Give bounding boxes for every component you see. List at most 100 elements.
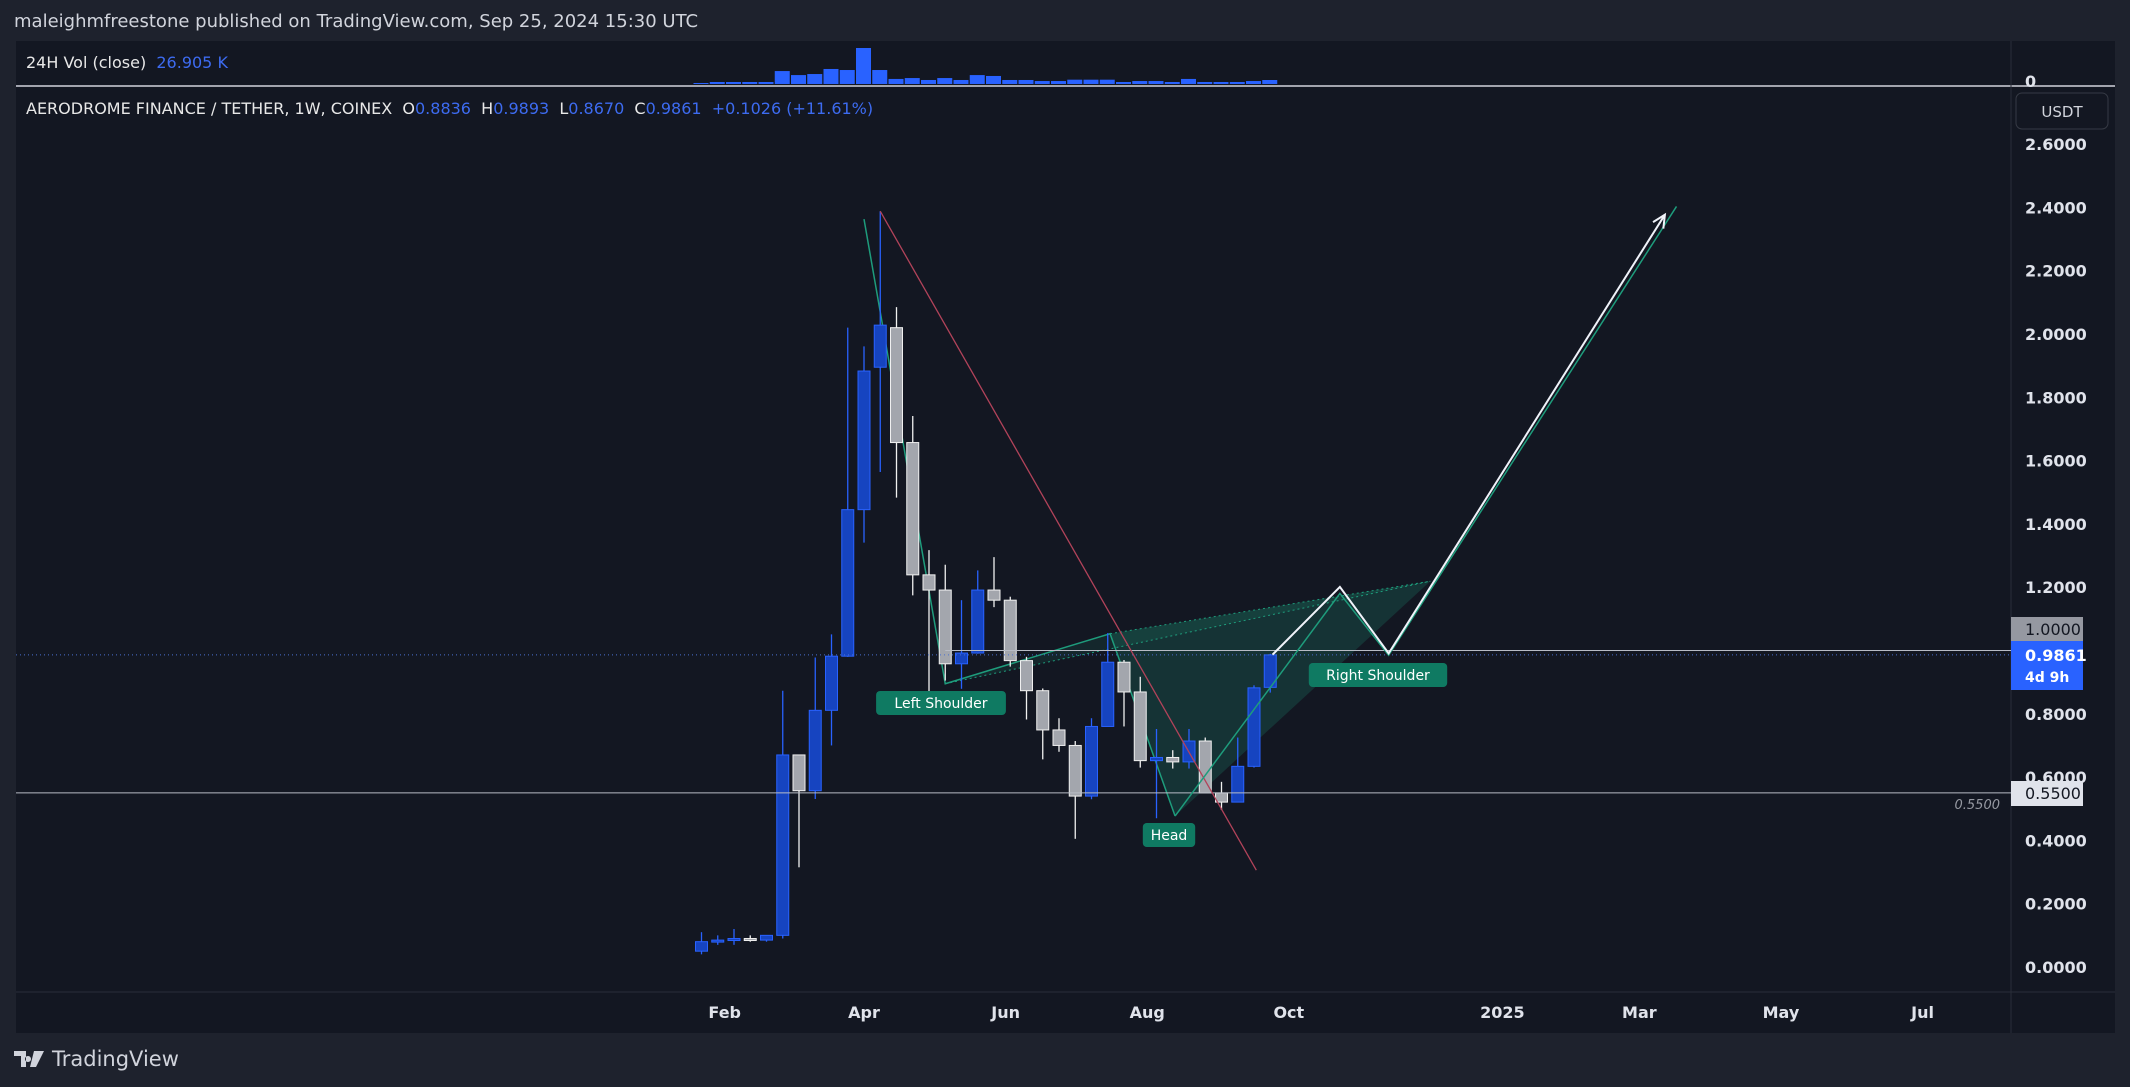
price-tick-label: 0.4000 <box>2025 831 2087 850</box>
price-tick-label: 1.2000 <box>2025 578 2087 597</box>
candle-body <box>1150 756 1163 762</box>
price-tick-label: 0.0000 <box>2025 958 2087 977</box>
left-shoulder-label: Left Shoulder <box>876 691 1006 715</box>
candle <box>1117 659 1131 727</box>
symbol-title[interactable]: AERODROME FINANCE / TETHER, 1W, COINEX <box>26 99 393 118</box>
candle <box>776 690 790 939</box>
candle-body <box>695 941 708 952</box>
candle <box>1003 596 1017 667</box>
candle-body <box>711 939 725 943</box>
volume-bar <box>856 48 871 84</box>
volume-bar <box>1067 79 1083 84</box>
close-label: C <box>634 99 646 118</box>
candle <box>727 929 741 945</box>
candle-body <box>1020 660 1033 692</box>
volume-bar <box>1229 82 1245 84</box>
volume-bar <box>1164 82 1180 84</box>
volume-bar <box>937 78 953 84</box>
volume-zero-label: 0 <box>2025 72 2036 91</box>
candle-body <box>857 370 871 511</box>
price-tick-label: 2.0000 <box>2025 325 2087 344</box>
volume-bar <box>1099 79 1115 84</box>
candles <box>695 211 1277 955</box>
candle-body <box>1085 725 1098 797</box>
time-tick-label: Feb <box>708 1003 741 1022</box>
candle <box>1263 653 1277 693</box>
candle <box>1166 750 1180 769</box>
change-value: +0.1026 (+11.61%) <box>711 99 874 118</box>
candle <box>922 550 936 694</box>
candle <box>890 307 903 498</box>
currency-button[interactable]: USDT <box>2015 92 2109 130</box>
candle-body <box>971 589 985 654</box>
candle <box>1247 685 1261 768</box>
level-055-tag-text: 0.5500 <box>2025 784 2081 803</box>
candle-body <box>825 655 838 711</box>
level-1-tag <box>2011 617 2083 641</box>
volume-legend: 24H Vol (close) 26.905 K <box>26 53 228 72</box>
candle-body <box>873 324 887 368</box>
candle-body <box>841 509 855 657</box>
candle-body <box>955 652 968 665</box>
projection-guide-line <box>1174 206 1678 817</box>
volume-bar <box>1034 81 1050 84</box>
publish-header: maleighmfreestone published on TradingVi… <box>14 11 699 32</box>
neckline-upper <box>1109 580 1431 635</box>
candle-body <box>906 442 920 576</box>
candle <box>987 557 1001 608</box>
volume-bar <box>986 75 1001 84</box>
volume-bar <box>807 74 823 84</box>
price-tick-label: 0.8000 <box>2025 705 2087 724</box>
volume-bar <box>791 75 806 84</box>
time-tick-label: Apr <box>848 1003 880 1022</box>
time-tick-label: Jun <box>990 1003 1020 1022</box>
head-label-text: Head <box>1151 828 1188 844</box>
volume-bar <box>1148 81 1164 84</box>
volume-bar <box>726 82 741 84</box>
candle <box>1052 718 1066 752</box>
candle <box>1215 781 1228 811</box>
candle-body <box>1247 687 1261 767</box>
volume-bar <box>742 82 758 84</box>
volume-bar <box>758 82 774 84</box>
candle-body <box>727 938 741 942</box>
arrow-head-icon <box>1652 212 1667 229</box>
volume-bar <box>888 78 904 84</box>
symbol-legend: AERODROME FINANCE / TETHER, 1W, COINEX O… <box>26 99 873 118</box>
candle <box>1150 728 1163 819</box>
tradingview-brand[interactable]: TradingView <box>52 1047 179 1071</box>
volume-bar <box>823 68 839 84</box>
time-tick-label: Oct <box>1273 1003 1304 1022</box>
tradingview-logo-icon <box>14 1051 44 1067</box>
currency-button-bg <box>2015 92 2109 130</box>
candle <box>1020 656 1033 720</box>
volume-bar <box>872 70 888 84</box>
price-tick-label: 1.4000 <box>2025 515 2087 534</box>
candle <box>1085 718 1098 800</box>
candle <box>711 935 725 945</box>
countdown-text: 4d 9h <box>2025 670 2069 686</box>
level-055-tag <box>2011 781 2083 806</box>
price-tick-label: 0.2000 <box>2025 895 2087 914</box>
candle-body <box>1052 729 1066 746</box>
candle-body <box>808 709 822 792</box>
candle <box>1068 741 1082 839</box>
descending-trendline <box>879 210 1257 871</box>
candle <box>1101 633 1115 727</box>
volume-bar <box>1246 81 1261 84</box>
candle-body <box>890 327 903 444</box>
candle-body <box>1101 661 1115 727</box>
volume-bar <box>1213 82 1229 84</box>
candle <box>1133 676 1147 768</box>
currency-label: USDT <box>2041 103 2083 121</box>
low-label: L <box>559 99 569 118</box>
head-label: Head <box>1142 823 1196 847</box>
candle-body <box>776 754 790 936</box>
candle <box>841 327 855 657</box>
volume-legend-label: 24H Vol (close) <box>26 53 147 72</box>
candle <box>873 211 887 472</box>
candle <box>938 564 952 681</box>
volume-bar <box>1051 81 1066 84</box>
volume-bar <box>693 83 709 84</box>
